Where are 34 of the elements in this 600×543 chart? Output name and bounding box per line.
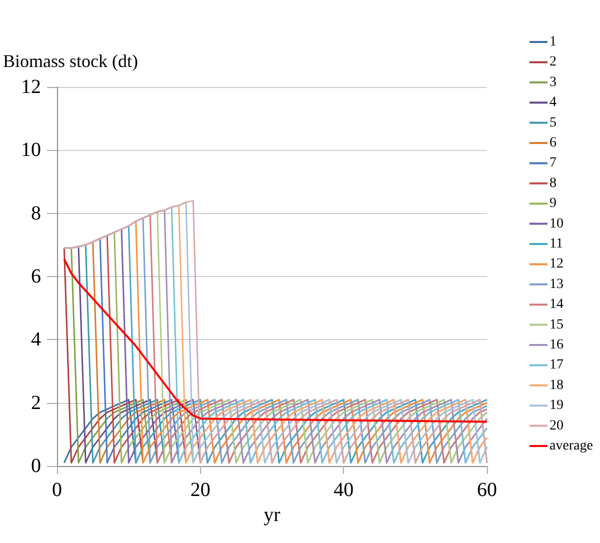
legend-label: 4: [549, 95, 556, 110]
legend-label: 14: [549, 297, 564, 312]
legend-label: 17: [549, 358, 564, 373]
x-tick-label: 0: [52, 479, 62, 501]
legend-label: 16: [549, 338, 564, 352]
legend-label: 19: [549, 398, 564, 414]
legend-label: 9: [549, 196, 556, 212]
x-tick-label: 20: [190, 479, 210, 501]
legend-label: 11: [549, 236, 563, 252]
legend-label: 15: [549, 317, 564, 332]
legend-label: 20: [549, 418, 564, 434]
legend-label: 13: [549, 276, 564, 292]
y-tick-label: 6: [31, 266, 41, 288]
y-tick-label: 8: [31, 202, 41, 224]
legend-label: 5: [549, 115, 556, 130]
legend-label: 2: [549, 54, 556, 70]
y-axis-title: Biomass stock (dt): [3, 51, 138, 71]
legend-label: average: [549, 438, 594, 454]
y-tick-label: 4: [31, 328, 41, 351]
legend-label: 7: [549, 156, 556, 171]
y-tick-label: 0: [31, 455, 41, 477]
y-tick-label: 2: [31, 392, 41, 414]
x-tick-label: 40: [334, 479, 354, 501]
legend-label: 8: [549, 176, 556, 191]
legend-label: 6: [549, 136, 556, 150]
legend-label: 18: [549, 378, 564, 393]
legend-label: 12: [549, 256, 564, 272]
y-tick-label: 12: [21, 76, 41, 98]
y-tick-label: 10: [21, 139, 41, 162]
x-tick-label: 60: [477, 479, 497, 501]
legend-label: 1: [549, 34, 556, 50]
x-axis-title: yr: [264, 504, 281, 526]
legend-label: 10: [549, 216, 564, 232]
legend-label: 3: [549, 74, 556, 90]
